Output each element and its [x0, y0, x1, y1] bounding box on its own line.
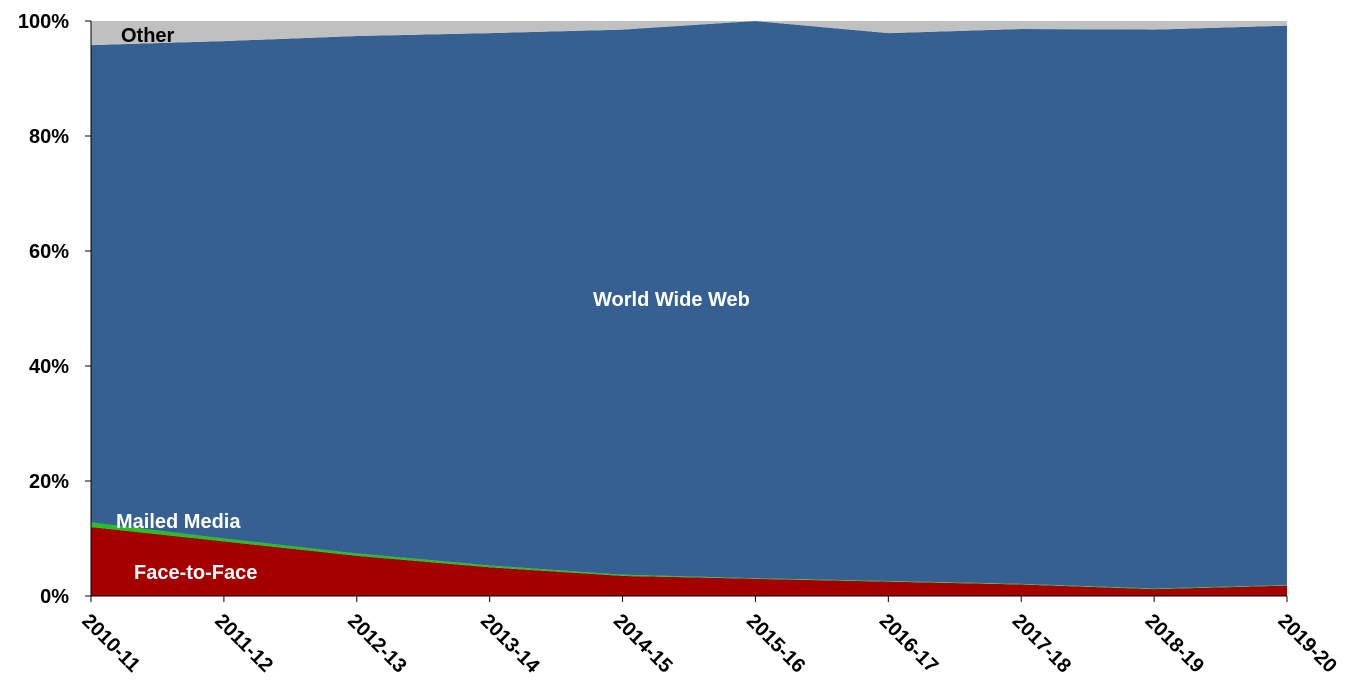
series-label-mailed-media: Mailed Media: [116, 511, 241, 533]
y-tick-label: 0%: [40, 586, 69, 608]
x-tick-label: 2014-15: [609, 610, 676, 677]
series-label-other: Other: [121, 25, 175, 47]
x-tick-label: 2011-12: [210, 610, 277, 677]
y-tick-label: 20%: [29, 471, 69, 493]
y-tick-label: 60%: [29, 241, 69, 263]
y-tick-label: 80%: [29, 126, 69, 148]
x-tick-label: 2013-14: [476, 610, 544, 678]
area-face-to-face: [91, 527, 1287, 596]
series-labels: Face-to-Face Mailed Media World Wide Web Ot…: [116, 25, 750, 584]
x-tick-label: 2017-18: [1008, 610, 1075, 677]
area-world-wide-web: [91, 21, 1287, 589]
x-tick-label: 2015-16: [742, 610, 809, 677]
y-tick-labels: 0% 20% 40% 60% 80% 100%: [18, 11, 91, 608]
x-tick-label: 2016-17: [875, 610, 942, 677]
area-layers: [91, 21, 1287, 596]
x-tick-label: 2012-13: [343, 610, 410, 677]
axes: [90, 21, 1287, 597]
series-label-face-to-face: Face-to-Face: [134, 562, 257, 584]
x-tick-label: 2018-19: [1141, 610, 1208, 677]
x-tick-labels: 2010-11 2011-12 2012-13 2013-14 2014-15 2015-…: [77, 596, 1341, 678]
x-tick-label: 2010-11: [77, 610, 144, 677]
x-tick-label: 2019-20: [1273, 610, 1340, 677]
area-other: [91, 21, 1287, 46]
y-tick-label: 100%: [18, 11, 69, 33]
series-label-world-wide-web: World Wide Web: [593, 289, 750, 311]
y-tick-label: 40%: [29, 356, 69, 378]
